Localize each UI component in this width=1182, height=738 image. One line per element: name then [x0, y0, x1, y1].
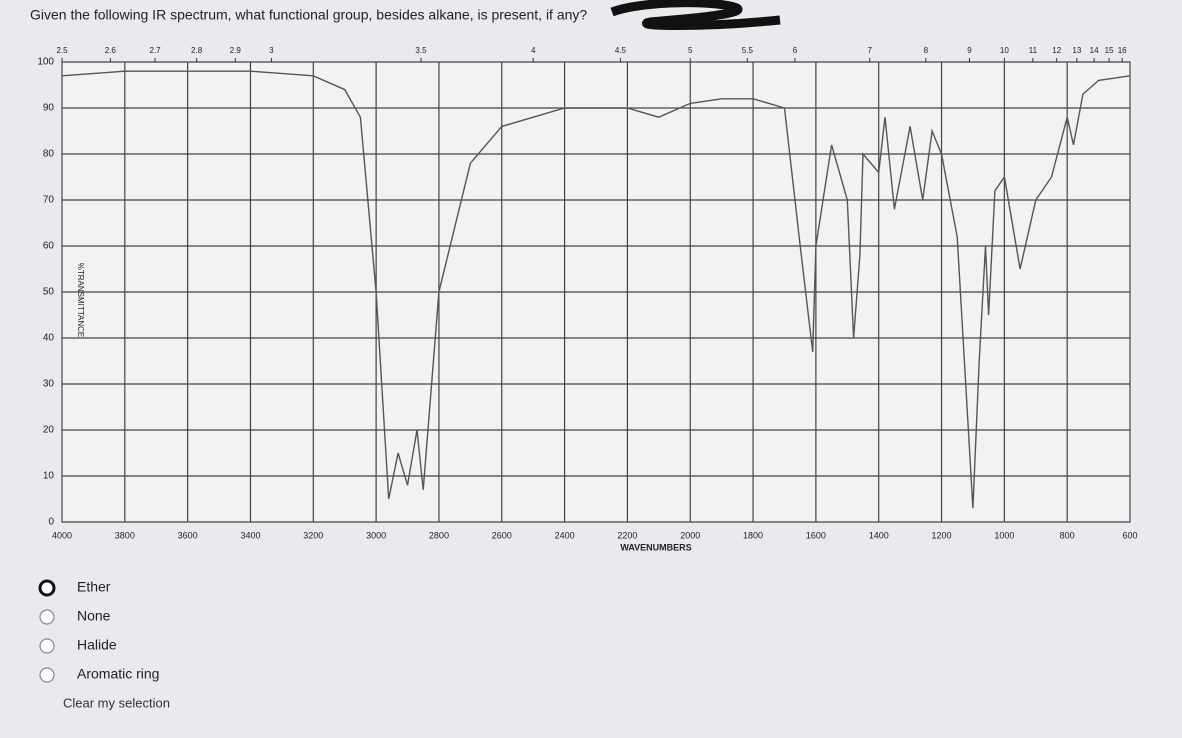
x-tick-label: 3800: [115, 530, 135, 540]
options: Ether None Halide Aromatic ring Clear my sel…: [38, 579, 170, 710]
x-tick-label: 2800: [429, 530, 449, 540]
top-tick-label: 6: [793, 46, 798, 55]
top-tick-label: 5: [688, 46, 693, 55]
x-tick-label: 2000: [680, 530, 700, 540]
top-tick-label: 2.7: [150, 46, 162, 55]
top-tick-label: 3: [269, 46, 274, 55]
top-tick-label: 2.6: [105, 46, 117, 55]
x-tick-label: 600: [1122, 530, 1137, 540]
top-tick-label: 16: [1118, 46, 1127, 55]
x-tick-label: 3600: [178, 530, 198, 540]
top-tick-label: 4.5: [615, 46, 627, 55]
x-tick-label: 2200: [617, 530, 637, 540]
option-label[interactable]: None: [77, 608, 111, 624]
top-tick-label: 9: [967, 46, 972, 55]
y-axis-label: %TRANSMITTANCE: [76, 263, 85, 338]
x-tick-label: 1800: [743, 530, 763, 540]
y-tick-label: 50: [43, 287, 55, 298]
option-label[interactable]: Ether: [77, 579, 111, 595]
y-tick-label: 30: [43, 379, 55, 390]
top-tick-label: 13: [1072, 46, 1081, 55]
spectrum-line: [61, 70, 1131, 509]
redaction: [610, 0, 781, 30]
y-tick-label: 100: [37, 57, 54, 68]
top-tick-label: 4: [531, 46, 536, 55]
clear-selection[interactable]: Clear my selection: [63, 695, 170, 710]
x-tick-label: 2600: [492, 530, 512, 540]
radio-button[interactable]: [39, 609, 55, 625]
question: Given the following IR spectrum, what fu…: [30, 7, 587, 23]
radio-button[interactable]: [38, 579, 56, 597]
top-tick-label: 2.9: [230, 46, 242, 55]
top-tick-label: 15: [1105, 46, 1114, 55]
x-tick-label: 3200: [303, 530, 323, 540]
x-tick-label: 2400: [555, 530, 575, 540]
y-tick-label: 20: [43, 425, 55, 436]
top-tick-label: 10: [1000, 46, 1009, 55]
x-tick-label: 1600: [806, 530, 826, 540]
radio-button[interactable]: [39, 667, 55, 683]
top-tick-label: 5.5: [742, 46, 754, 55]
x-tick-label: 3400: [240, 530, 260, 540]
top-tick-label: 2.8: [191, 46, 203, 55]
x-tick-label: 4000: [52, 530, 72, 540]
y-tick-label: 80: [43, 149, 55, 160]
top-tick-label: 7: [868, 46, 873, 55]
y-tick-label: 40: [43, 333, 55, 344]
x-tick-label: 1000: [994, 530, 1014, 540]
y-tick-label: 60: [43, 241, 55, 252]
top-tick-label: 14: [1090, 46, 1099, 55]
radio-button[interactable]: [39, 638, 55, 654]
x-tick-label: 800: [1060, 530, 1075, 540]
y-tick-label: 0: [48, 517, 54, 528]
y-tick-label: 90: [43, 103, 55, 114]
top-tick-label: 3.5: [415, 46, 427, 55]
x-tick-label: 3000: [366, 530, 386, 540]
x-tick-label: 1400: [869, 530, 889, 540]
x-tick-label: 1200: [932, 530, 952, 540]
top-tick-label: 12: [1052, 46, 1061, 55]
option-label[interactable]: Aromatic ring: [77, 666, 159, 682]
top-tick-label: 8: [924, 46, 929, 55]
top-tick-label: 2.5: [56, 46, 68, 55]
y-tick-label: 10: [43, 471, 55, 482]
top-tick-label: 11: [1029, 46, 1038, 55]
option-label[interactable]: Halide: [77, 637, 117, 653]
x-axis-label: WAVENUMBERS: [620, 542, 691, 552]
y-tick-label: 70: [43, 195, 55, 206]
